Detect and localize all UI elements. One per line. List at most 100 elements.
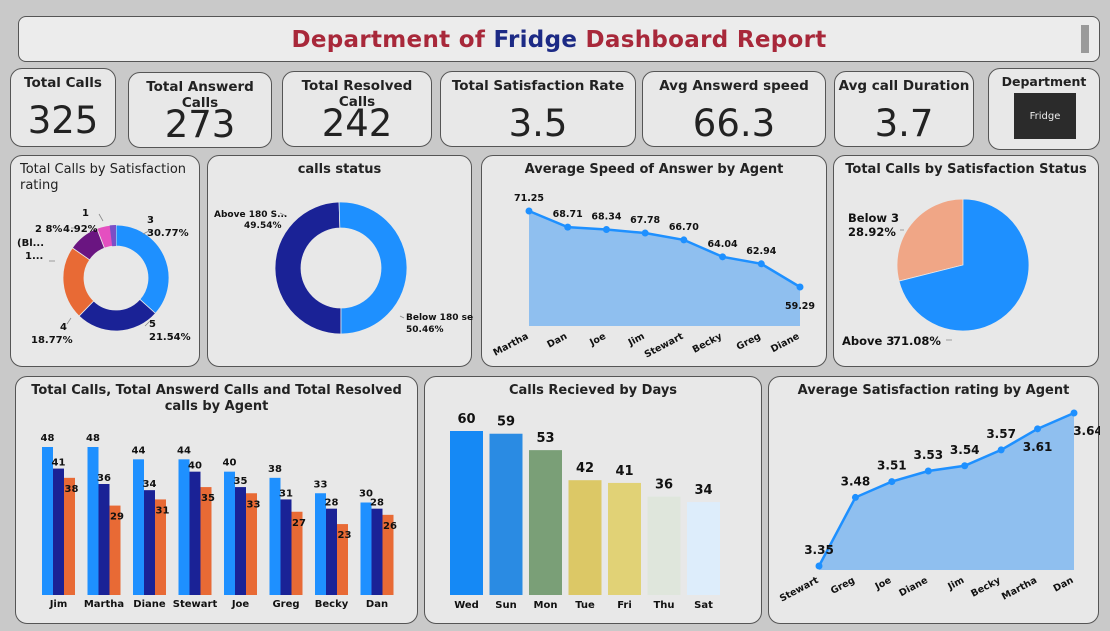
kpi-label: Avg call Duration <box>838 78 970 94</box>
x-tick-label: Greg <box>272 599 299 610</box>
bar-fri <box>608 482 641 595</box>
kpi-total-resolved-calls: Total Resolved Calls 242 <box>282 71 432 147</box>
chart-title: Average Speed of Answer by Agent <box>524 162 784 177</box>
donut-label-5-category: 5 <box>149 319 156 330</box>
bar-value-label: 29 <box>110 512 124 523</box>
x-tick-label: Martha <box>84 599 124 610</box>
bar-value-label: 42 <box>576 461 594 476</box>
bar-dan-s1 <box>371 508 383 595</box>
bar-value-label: 44 <box>177 445 191 456</box>
calls-status-below-pct: 50.46% <box>406 325 444 335</box>
slice-sliver <box>109 225 116 247</box>
bar-value-label: 27 <box>292 518 306 529</box>
x-tick-label: Dan <box>1052 575 1076 595</box>
data-label: 3.64 <box>1073 424 1100 438</box>
bar-value-label: 59 <box>497 415 515 430</box>
bar-greg-s1 <box>280 499 292 595</box>
data-point <box>757 260 765 268</box>
data-point <box>525 207 533 215</box>
bar-value-label: 41 <box>52 458 66 469</box>
data-point <box>641 229 649 237</box>
bar-value-label: 48 <box>41 433 55 444</box>
kpi-value: 273 <box>164 103 236 146</box>
series-line <box>817 411 1075 567</box>
bar-becky-s0 <box>315 493 326 595</box>
pie-above3-pct: 71.08% <box>893 334 941 348</box>
x-tick-label: Joe <box>587 331 608 349</box>
donut-label-4-category: 4 <box>60 322 67 333</box>
bar-tue <box>568 480 602 595</box>
chart-title: Calls Recieved by Days <box>508 383 678 398</box>
chart-title: Total Calls by Satisfaction rating <box>20 162 187 193</box>
bar-mon <box>529 450 562 595</box>
data-point <box>564 223 572 231</box>
x-tick-label: Jim <box>626 331 647 349</box>
bar-value-label: 53 <box>536 431 554 446</box>
kpi-label: Total Calls <box>24 75 102 91</box>
bar-value-label: 28 <box>325 498 339 509</box>
bar-joe-s0 <box>224 471 235 595</box>
bar-stewart-s1 <box>189 471 201 595</box>
chart-satisfaction-status: Total Calls by Satisfaction Status Below… <box>833 155 1099 367</box>
leader-line <box>279 212 287 217</box>
kpi-value: 242 <box>321 102 393 145</box>
satisfaction-rating-donut: 3 30.77% 5 21.54% 4 18.77% 2 8% 4.92% 1 … <box>17 208 191 346</box>
slice-3 <box>115 224 170 314</box>
bar-diane-s2 <box>155 499 166 595</box>
data-point <box>602 225 610 233</box>
bar-jim-s1 <box>53 468 64 595</box>
x-tick-label: Diane <box>897 575 929 599</box>
department-option-fridge[interactable]: Fridge <box>1014 93 1076 139</box>
chart-title: Average Satisfaction rating by Agent <box>797 383 1070 398</box>
bar-martha-s1 <box>98 484 110 595</box>
satisfaction-status-pie: Below 3 28.92% Above 3 71.08% <box>842 198 1030 348</box>
series-line <box>528 209 801 289</box>
bar-greg-s0 <box>269 477 281 595</box>
data-label: 71.25 <box>514 193 544 204</box>
bar-value-label: 31 <box>156 505 170 516</box>
bar-diane-s0 <box>133 459 144 595</box>
x-tick-label: Thu <box>653 600 674 611</box>
bar-sun <box>489 433 523 595</box>
data-point <box>796 283 804 291</box>
bar-value-label: 38 <box>268 464 282 475</box>
scrollbar[interactable] <box>1081 25 1089 53</box>
x-tick-label: Joe <box>873 575 894 593</box>
bar-greg-s2 <box>291 511 303 595</box>
data-label: 68.34 <box>591 211 621 222</box>
kpi-avg-answerd-speed: Avg Answerd speed 66.3 <box>642 71 826 147</box>
chart-calls-by-agent: Total Calls, Total Answerd Calls and Tot… <box>15 376 418 624</box>
data-point <box>997 446 1005 454</box>
chart-calls-by-days: Calls Recieved by Days 60 Wed 59 Sun 53 Mon 42… <box>424 376 762 624</box>
data-label: 3.35 <box>804 543 834 557</box>
x-tick-label: Dan <box>366 599 388 610</box>
leader-line <box>399 315 405 319</box>
data-point <box>961 462 969 470</box>
data-label: 3.54 <box>950 443 980 457</box>
data-label: 62.94 <box>746 246 776 257</box>
bar-value-label: 48 <box>86 433 100 444</box>
x-tick-label: Wed <box>454 600 479 611</box>
bar-martha-s0 <box>87 447 99 595</box>
data-label: 3.61 <box>1023 440 1053 454</box>
calls-status-donut: Above 180 S... 49.54% Below 180 sec 50.4… <box>214 201 473 335</box>
data-point <box>680 236 688 244</box>
donut-leader-lines <box>49 213 152 327</box>
x-tick-label: Diane <box>133 599 166 610</box>
x-tick-label: Dan <box>545 331 569 351</box>
slice-below-180-sec <box>338 201 408 335</box>
donut-label-3-pct: 30.77% <box>147 228 189 239</box>
x-tick-label: Becky <box>691 331 725 356</box>
bar-value-label: 41 <box>615 464 633 479</box>
kpi-label: Avg Answerd speed <box>659 78 809 94</box>
bar-stewart-s2 <box>200 487 212 595</box>
bar-value-label: 34 <box>143 479 157 490</box>
data-point <box>815 562 823 570</box>
calls-status-below-label: Below 180 sec <box>406 313 473 323</box>
data-label: 3.48 <box>841 474 871 488</box>
calls-status-above-pct: 49.54% <box>244 221 282 231</box>
chart-calls-status: calls status Above 180 S... 49.54% Below… <box>207 155 473 367</box>
bar-stewart-s0 <box>178 459 190 595</box>
x-tick-label: Becky <box>315 599 349 610</box>
chart-avg-satisfaction-by-agent: Average Satisfaction rating by Agent 3.3… <box>768 376 1100 624</box>
